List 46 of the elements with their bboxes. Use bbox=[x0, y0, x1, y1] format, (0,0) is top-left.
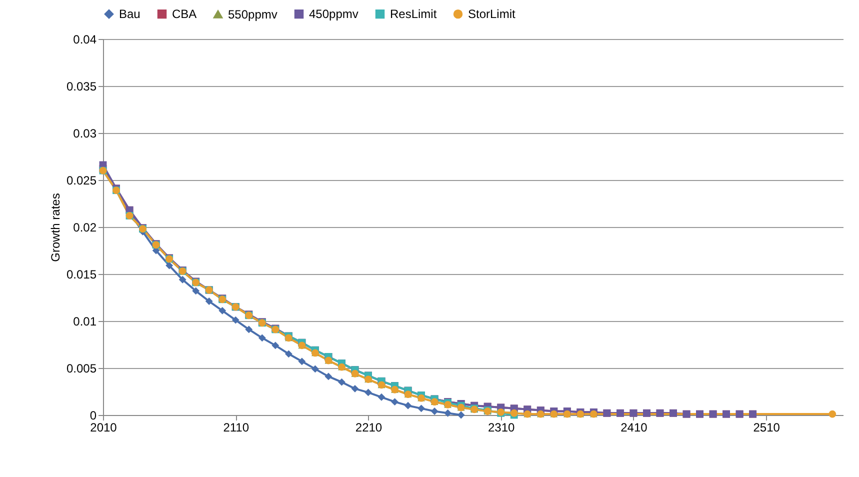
x-tick-label: 2210 bbox=[355, 420, 382, 434]
y-tick-label: 0.03 bbox=[73, 126, 97, 140]
point bbox=[258, 334, 266, 342]
point bbox=[404, 402, 412, 410]
x-tick-label: 2010 bbox=[90, 420, 118, 434]
x-tick-label: 2110 bbox=[223, 420, 250, 434]
point bbox=[444, 409, 452, 417]
x-tick-label: 2310 bbox=[488, 420, 516, 434]
y-tick-label: 0.035 bbox=[66, 80, 97, 94]
point bbox=[272, 342, 280, 350]
point bbox=[284, 350, 292, 358]
point bbox=[378, 393, 386, 401]
point bbox=[324, 372, 332, 380]
point bbox=[192, 287, 200, 295]
legend-label: StorLimit bbox=[468, 7, 516, 22]
point bbox=[298, 358, 306, 366]
y-tick-label: 0.02 bbox=[73, 220, 97, 234]
point bbox=[178, 276, 186, 284]
legend-label: ResLimit bbox=[390, 7, 438, 22]
point bbox=[338, 378, 346, 386]
x-tick-label: 2410 bbox=[620, 420, 648, 434]
point bbox=[311, 365, 319, 373]
x-tick-label: 2510 bbox=[753, 420, 780, 434]
y-tick-label: 0.01 bbox=[73, 314, 97, 328]
point bbox=[364, 388, 372, 396]
y-tick-label: 0 bbox=[90, 408, 97, 422]
legend-label: 450ppmv bbox=[309, 7, 358, 22]
legend-label: 550ppmv bbox=[228, 7, 278, 22]
point bbox=[351, 384, 359, 392]
point bbox=[245, 326, 253, 334]
point bbox=[828, 410, 836, 418]
point bbox=[418, 404, 425, 412]
y-tick-label: 0.015 bbox=[66, 268, 97, 282]
point bbox=[430, 408, 438, 415]
y-tick-label: 0.005 bbox=[66, 362, 97, 376]
point bbox=[391, 398, 398, 406]
y-axis-title: Growth rates bbox=[48, 193, 62, 262]
point bbox=[232, 316, 240, 324]
point bbox=[457, 411, 465, 419]
point bbox=[218, 306, 226, 314]
legend-label: Bau bbox=[119, 7, 140, 22]
point bbox=[205, 298, 213, 305]
y-tick-label: 0.04 bbox=[73, 32, 97, 46]
point bbox=[166, 262, 174, 270]
legend-label: CBA bbox=[172, 7, 197, 22]
y-tick-label: 0.025 bbox=[66, 174, 97, 188]
